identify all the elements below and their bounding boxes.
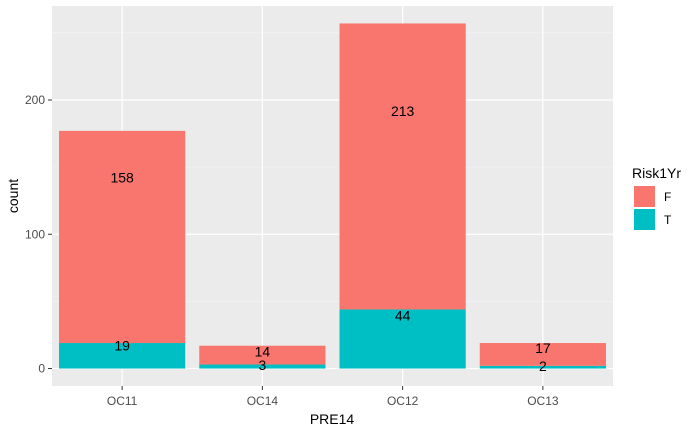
x-axis-title: PRE14 [310,411,355,427]
x-tick-label: OC13 [527,394,559,408]
legend-items: FT [634,186,672,230]
data-label-OC13-F: 17 [535,340,551,356]
bar-OC11-T [59,343,186,369]
y-tick-label: 200 [25,93,45,107]
data-label-OC11-F: 158 [110,170,134,186]
data-label-OC12-T: 44 [395,307,411,323]
bar-OC12-F [339,23,466,310]
data-label-OC12-F: 213 [391,103,415,119]
legend: Risk1Yr FT [632,165,681,230]
y-axis: 0 100 200 [25,93,52,376]
bar-OC13-F [479,343,606,366]
x-tick-label: OC11 [107,394,138,408]
data-label-OC14-T: 3 [258,357,266,373]
bars [59,23,606,369]
x-axis: OC11 OC14 OC12 OC13 [107,386,559,408]
bar-OC12-T [339,309,466,369]
legend-label-T: T [664,213,672,227]
legend-key-F [634,186,655,207]
data-label-OC11-T: 19 [114,338,130,354]
bar-OC14-T [199,364,326,369]
y-tick-label: 100 [25,227,45,241]
x-tick-label: OC12 [387,394,419,408]
data-label-OC14-F: 14 [255,344,271,360]
legend-label-F: F [664,190,671,204]
bar-OC14-F [199,345,326,365]
legend-title: Risk1Yr [632,165,681,181]
legend-key-T [634,209,655,230]
y-tick-label: 0 [38,362,45,376]
x-tick-label: OC14 [247,394,279,408]
bar-OC13-T [479,365,606,369]
bar-OC11-F [59,130,186,344]
y-axis-title: count [5,179,21,213]
data-label-OC13-T: 2 [539,358,547,374]
bar-labels: 19 158 314 44 213 2 17 [110,103,550,374]
